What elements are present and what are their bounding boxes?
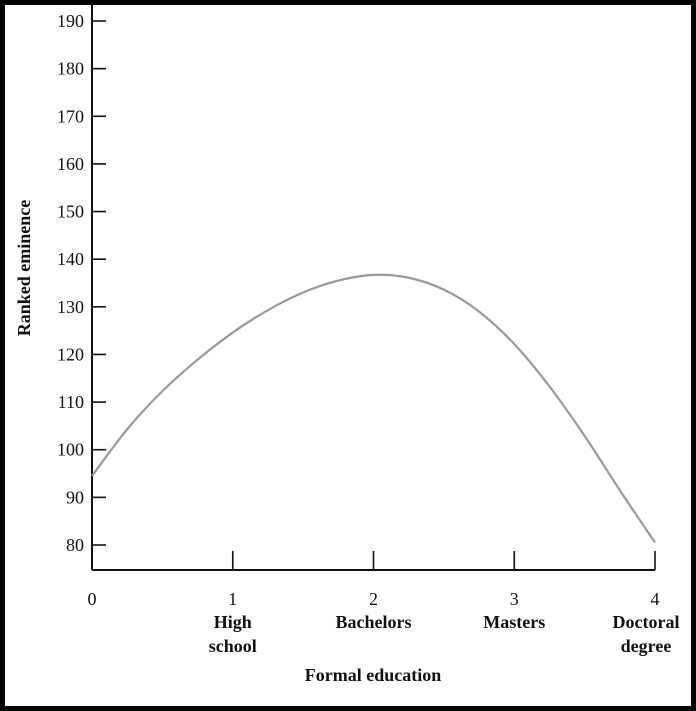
category-label: Doctoral [613, 612, 680, 632]
x-tick-label: 3 [510, 589, 519, 609]
category-label: Masters [483, 612, 545, 632]
x-tick-label: 4 [651, 589, 660, 609]
y-tick-label: 100 [57, 440, 84, 460]
y-tick-label: 150 [57, 202, 84, 222]
category-label: school [209, 636, 257, 656]
category-labels: High school Bachelors Masters Doctoral degree [209, 612, 680, 656]
category-label: High [214, 612, 252, 632]
y-tick-label: 80 [66, 535, 84, 555]
x-axis: 0 1 2 3 4 [88, 551, 660, 609]
y-tick-label: 90 [66, 487, 84, 507]
x-tick-label: 2 [369, 589, 378, 609]
y-tick-label: 180 [57, 59, 84, 79]
y-tick-label: 170 [57, 106, 84, 126]
x-tick-label: 1 [228, 589, 237, 609]
y-tick-label: 160 [57, 154, 84, 174]
series-line [91, 273, 656, 544]
category-label: Bachelors [336, 612, 412, 632]
series-layer [91, 273, 656, 544]
y-tick-label: 140 [57, 249, 84, 269]
y-tick-label: 130 [57, 297, 84, 317]
x-tick-label: 0 [88, 589, 97, 609]
y-tick-label: 190 [57, 11, 84, 31]
x-axis-title: Formal education [305, 665, 442, 685]
y-axis: 80 90 100 110 120 130 140 150 160 170 180 190 [57, 5, 106, 570]
y-tick-label: 110 [58, 392, 84, 412]
y-axis-title: Ranked eminence [14, 200, 34, 337]
y-tick-label: 120 [57, 344, 84, 364]
plot-background [5, 5, 691, 706]
category-label: degree [621, 636, 672, 656]
